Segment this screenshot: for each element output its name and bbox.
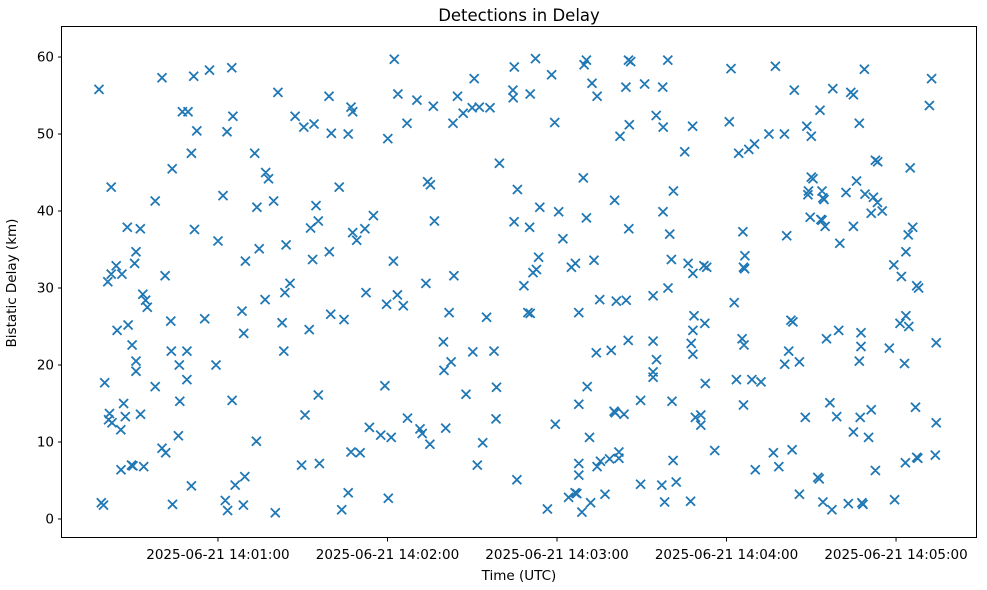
- x-tick-label: 2025-06-21 14:01:00: [146, 547, 289, 563]
- x-axis-ticks: 2025-06-21 14:01:00 2025-06-21 14:02:00 20…: [146, 537, 968, 563]
- scatter-markers: [93, 53, 942, 518]
- plot-border: [61, 26, 977, 538]
- y-tick-label: 60: [37, 50, 54, 66]
- chart-title: Detections in Delay: [438, 6, 600, 25]
- y-tick-label: 10: [37, 434, 54, 450]
- x-tick-label: 2025-06-21 14:04:00: [655, 547, 798, 563]
- x-axis-label: Time (UTC): [481, 568, 557, 584]
- y-tick-label: 20: [37, 357, 54, 373]
- x-tick-label: 2025-06-21 14:03:00: [485, 547, 628, 563]
- plot-border-group: [61, 26, 977, 538]
- y-tick-label: 30: [37, 281, 54, 297]
- y-axis-label: Bistatic Delay (km): [4, 218, 20, 348]
- x-tick-label: 2025-06-21 14:05:00: [824, 547, 967, 563]
- y-tick-label: 0: [45, 511, 54, 527]
- x-tick-label: 2025-06-21 14:02:00: [316, 547, 459, 563]
- y-axis-ticks: 0 10 20 30 40 50 60: [37, 50, 62, 527]
- data-points: [93, 53, 942, 518]
- y-tick-label: 50: [37, 127, 54, 143]
- y-tick-label: 40: [37, 204, 54, 220]
